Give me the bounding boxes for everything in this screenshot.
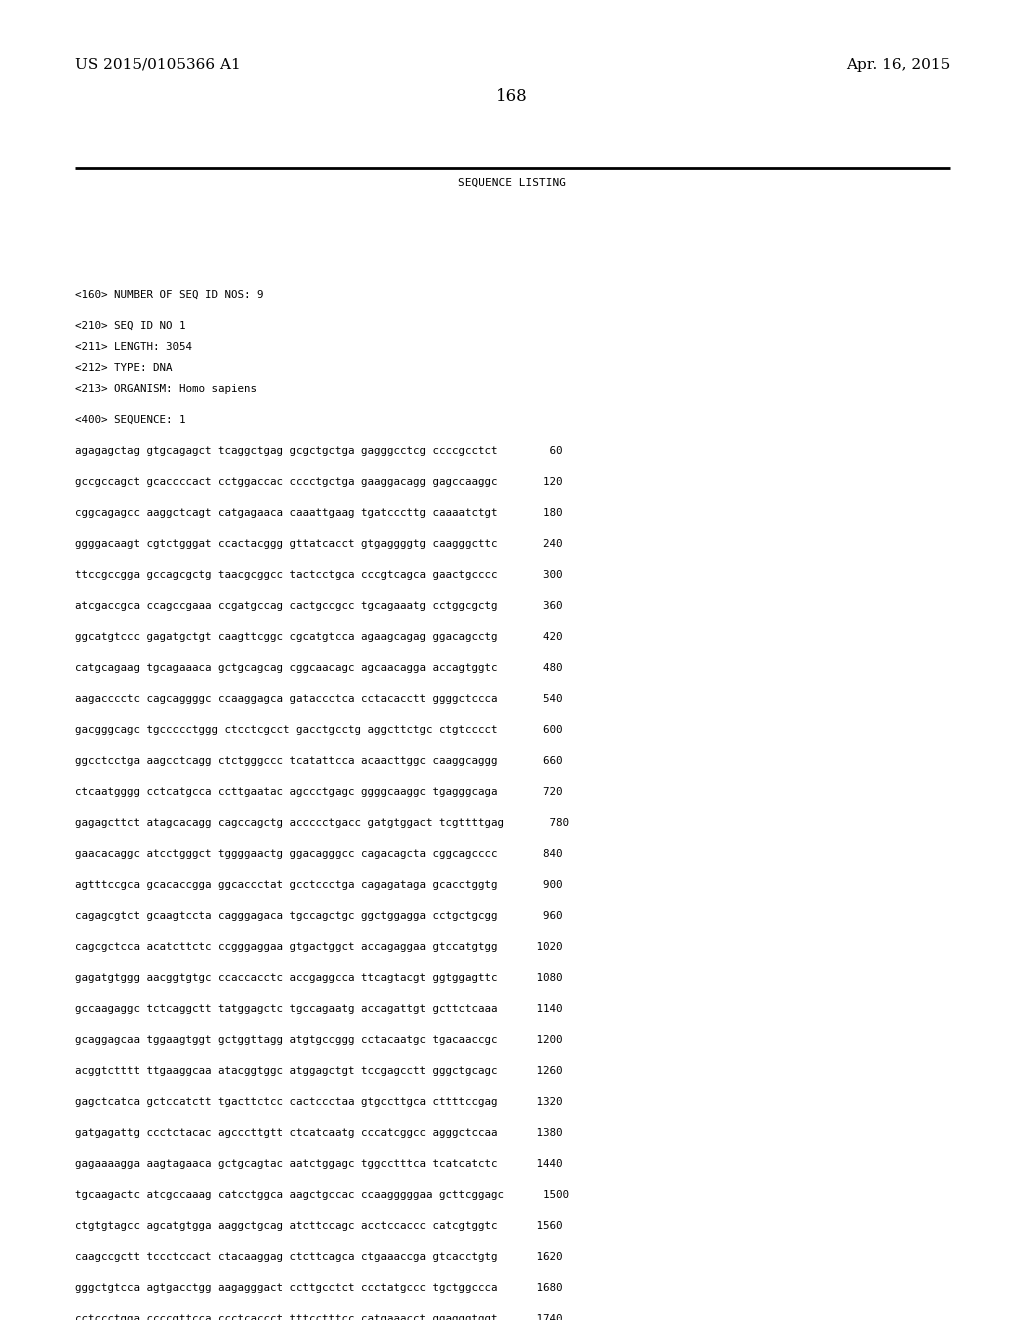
Text: ctcaatgggg cctcatgcca ccttgaatac agccctgagc ggggcaaggc tgagggcaga       720: ctcaatgggg cctcatgcca ccttgaatac agccctg… [75,787,562,797]
Text: US 2015/0105366 A1: US 2015/0105366 A1 [75,58,241,73]
Text: <210> SEQ ID NO 1: <210> SEQ ID NO 1 [75,321,185,331]
Text: atcgaccgca ccagccgaaa ccgatgccag cactgccgcc tgcagaaatg cctggcgctg       360: atcgaccgca ccagccgaaa ccgatgccag cactgcc… [75,601,562,611]
Text: gacgggcagc tgccccctggg ctcctcgcct gacctgcctg aggcttctgc ctgtcccct       600: gacgggcagc tgccccctggg ctcctcgcct gacctg… [75,725,562,735]
Text: agagagctag gtgcagagct tcaggctgag gcgctgctga gagggcctcg ccccgcctct        60: agagagctag gtgcagagct tcaggctgag gcgctgc… [75,446,562,455]
Text: ggcatgtccc gagatgctgt caagttcggc cgcatgtcca agaagcagag ggacagcctg       420: ggcatgtccc gagatgctgt caagttcggc cgcatgt… [75,632,562,642]
Text: acggtctttt ttgaaggcaa atacggtggc atggagctgt tccgagcctt gggctgcagc      1260: acggtctttt ttgaaggcaa atacggtggc atggagc… [75,1067,562,1076]
Text: <212> TYPE: DNA: <212> TYPE: DNA [75,363,172,374]
Text: gagatgtggg aacggtgtgc ccaccacctc accgaggcca ttcagtacgt ggtggagttc      1080: gagatgtggg aacggtgtgc ccaccacctc accgagg… [75,973,562,983]
Text: gaacacaggc atcctgggct tggggaactg ggacagggcc cagacagcta cggcagcccc       840: gaacacaggc atcctgggct tggggaactg ggacagg… [75,849,562,859]
Text: ggcctcctga aagcctcagg ctctgggccc tcatattcca acaacttggc caaggcaggg       660: ggcctcctga aagcctcagg ctctgggccc tcatatt… [75,756,562,766]
Text: Apr. 16, 2015: Apr. 16, 2015 [846,58,950,73]
Text: cagagcgtct gcaagtccta cagggagaca tgccagctgc ggctggagga cctgctgcgg       960: cagagcgtct gcaagtccta cagggagaca tgccagc… [75,911,562,921]
Text: catgcagaag tgcagaaaca gctgcagcag cggcaacagc agcaacagga accagtggtc       480: catgcagaag tgcagaaaca gctgcagcag cggcaac… [75,663,562,673]
Text: caagccgctt tccctccact ctacaaggag ctcttcagca ctgaaaccga gtcacctgtg      1620: caagccgctt tccctccact ctacaaggag ctcttca… [75,1251,562,1262]
Text: gagaaaagga aagtagaaca gctgcagtac aatctggagc tggcctttca tcatcatctc      1440: gagaaaagga aagtagaaca gctgcagtac aatctgg… [75,1159,562,1170]
Text: tgcaagactc atcgccaaag catcctggca aagctgccac ccaagggggaa gcttcggagc      1500: tgcaagactc atcgccaaag catcctggca aagctgc… [75,1191,569,1200]
Text: 168: 168 [496,88,528,106]
Text: cctccctgga ccccgttcca ccctcaccct tttcctttcc catgaaacct ggagggtggt      1740: cctccctgga ccccgttcca ccctcaccct tttcctt… [75,1313,562,1320]
Text: gccgccagct gcaccccact cctggaccac cccctgctga gaaggacagg gagccaaggc       120: gccgccagct gcaccccact cctggaccac cccctgc… [75,477,562,487]
Text: aagacccctc cagcaggggc ccaaggagca gataccctca cctacacctt ggggctccca       540: aagacccctc cagcaggggc ccaaggagca gataccc… [75,694,562,704]
Text: gatgagattg ccctctacac agcccttgtt ctcatcaatg cccatcggcc agggctccaa      1380: gatgagattg ccctctacac agcccttgtt ctcatca… [75,1129,562,1138]
Text: gagctcatca gctccatctt tgacttctcc cactccctaa gtgccttgca cttttccgag      1320: gagctcatca gctccatctt tgacttctcc cactccc… [75,1097,562,1107]
Text: <400> SEQUENCE: 1: <400> SEQUENCE: 1 [75,414,185,425]
Text: <211> LENGTH: 3054: <211> LENGTH: 3054 [75,342,193,352]
Text: <213> ORGANISM: Homo sapiens: <213> ORGANISM: Homo sapiens [75,384,257,393]
Text: gggctgtcca agtgacctgg aagagggact ccttgcctct ccctatgccc tgctggccca      1680: gggctgtcca agtgacctgg aagagggact ccttgcc… [75,1283,562,1294]
Text: SEQUENCE LISTING: SEQUENCE LISTING [458,178,566,187]
Text: <160> NUMBER OF SEQ ID NOS: 9: <160> NUMBER OF SEQ ID NOS: 9 [75,290,263,300]
Text: ggggacaagt cgtctgggat ccactacggg gttatcacct gtgaggggtg caagggcttc       240: ggggacaagt cgtctgggat ccactacggg gttatca… [75,539,562,549]
Text: cagcgctcca acatcttctc ccgggaggaa gtgactggct accagaggaa gtccatgtgg      1020: cagcgctcca acatcttctc ccgggaggaa gtgactg… [75,942,562,952]
Text: gccaagaggc tctcaggctt tatggagctc tgccagaatg accagattgt gcttctcaaa      1140: gccaagaggc tctcaggctt tatggagctc tgccaga… [75,1005,562,1014]
Text: ttccgccgga gccagcgctg taacgcggcc tactcctgca cccgtcagca gaactgcccc       300: ttccgccgga gccagcgctg taacgcggcc tactcct… [75,570,562,579]
Text: gagagcttct atagcacagg cagccagctg accccctgacc gatgtggact tcgttttgag       780: gagagcttct atagcacagg cagccagctg accccct… [75,818,569,828]
Text: agtttccgca gcacaccgga ggcaccctat gcctccctga cagagataga gcacctggtg       900: agtttccgca gcacaccgga ggcaccctat gcctccc… [75,880,562,890]
Text: gcaggagcaa tggaagtggt gctggttagg atgtgccggg cctacaatgc tgacaaccgc      1200: gcaggagcaa tggaagtggt gctggttagg atgtgcc… [75,1035,562,1045]
Text: cggcagagcc aaggctcagt catgagaaca caaattgaag tgatcccttg caaaatctgt       180: cggcagagcc aaggctcagt catgagaaca caaattg… [75,508,562,517]
Text: ctgtgtagcc agcatgtgga aaggctgcag atcttccagc acctccaccc catcgtggtc      1560: ctgtgtagcc agcatgtgga aaggctgcag atcttcc… [75,1221,562,1232]
